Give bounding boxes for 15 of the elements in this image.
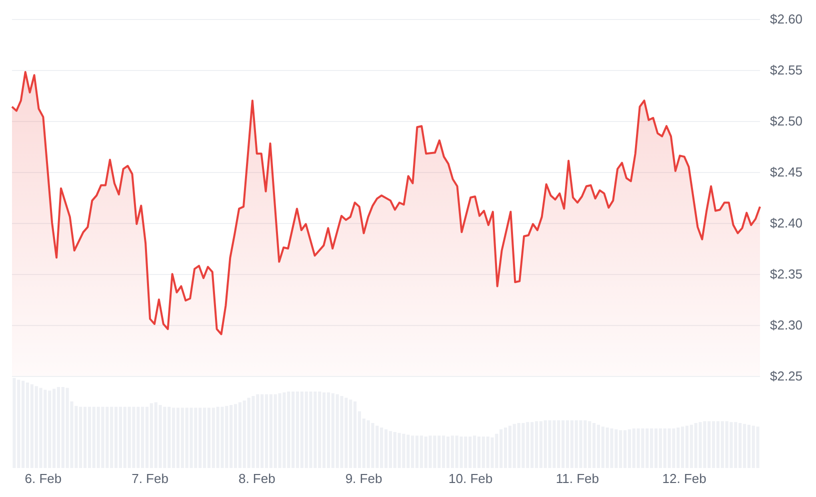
y-tick-label: $2.30 — [770, 318, 803, 332]
y-tick-label: $2.55 — [770, 62, 803, 78]
y-tick-label: $2.45 — [770, 164, 803, 180]
x-tick-label: 8. Feb — [238, 471, 276, 486]
y-tick-label: $2.40 — [770, 216, 803, 230]
x-tick-label: 9. Feb — [345, 471, 382, 486]
x-tick-label: 11. Feb — [556, 471, 600, 486]
x-tick-label: 12. Feb — [662, 471, 706, 486]
x-tick-label: 7. Feb — [132, 471, 168, 486]
x-tick-label: 6. Feb — [24, 471, 62, 486]
y-tick-label: $2.35 — [770, 266, 803, 282]
x-tick-label: 10. Feb — [448, 471, 493, 486]
y-tick-label: $2.25 — [770, 368, 803, 384]
y-tick-label: $2.60 — [770, 12, 803, 26]
y-tick-label: $2.50 — [770, 114, 803, 128]
